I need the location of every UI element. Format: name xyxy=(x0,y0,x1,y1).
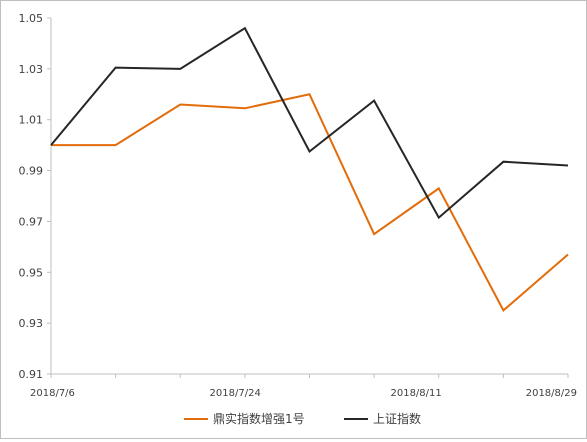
x-tick-label: 2018/8/29 xyxy=(526,388,577,399)
y-tick-label: 0.99 xyxy=(19,165,44,178)
x-tick-label: 2018/7/6 xyxy=(30,388,75,399)
legend-label-2: 上证指数 xyxy=(373,411,421,426)
y-tick-label: 0.95 xyxy=(19,266,44,279)
y-tick-label: 0.93 xyxy=(19,317,44,330)
y-tick-label: 0.97 xyxy=(19,215,44,228)
chart-legend: 鼎实指数增强1号 上证指数 xyxy=(184,411,421,426)
x-tick-label: 2018/8/11 xyxy=(390,388,441,399)
y-tick-label: 1.01 xyxy=(19,114,44,127)
y-tick-label: 1.05 xyxy=(19,12,44,25)
chart-axes xyxy=(50,18,568,375)
x-tick-label: 2018/7/24 xyxy=(210,388,261,399)
y-tick-label: 0.91 xyxy=(19,368,44,381)
legend-label-1: 鼎实指数增强1号 xyxy=(213,411,305,426)
series-line-1 xyxy=(51,93,569,312)
series-line-2 xyxy=(50,26,569,220)
y-axis-ticks: 0.91 0.93 0.95 0.97 0.99 1.01 1.03 1.05 xyxy=(19,12,51,381)
series-lines xyxy=(50,26,569,312)
x-axis-ticks: 2018/7/6 2018/7/24 2018/8/11 2018/8/29 xyxy=(30,374,577,399)
y-tick-label: 1.03 xyxy=(19,63,44,76)
